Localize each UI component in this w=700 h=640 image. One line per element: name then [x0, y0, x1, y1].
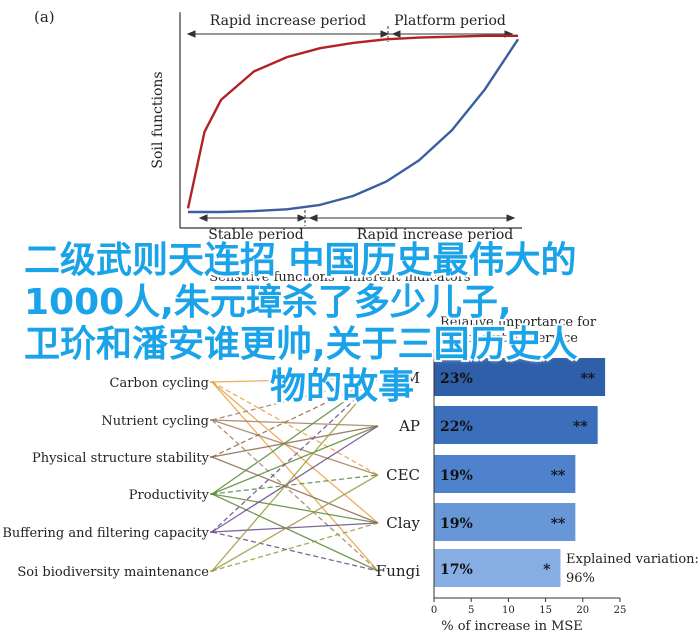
indicator-label: AP	[398, 417, 420, 435]
function-indicator-network	[210, 377, 379, 572]
bar-value-label: 22%	[440, 419, 473, 435]
network-link	[211, 419, 379, 572]
bar-ap	[434, 406, 598, 444]
bar-significance: **	[551, 468, 566, 484]
bar-fungi	[434, 549, 561, 587]
network-link	[211, 425, 379, 495]
network-link	[211, 425, 379, 533]
explained-variation-value: 96%	[566, 571, 595, 586]
function-label: Buffering and filtering capacity	[2, 526, 209, 541]
bar-value-label: 19%	[440, 468, 473, 484]
bar-som	[434, 358, 606, 396]
bar-tick-label: 20	[576, 605, 589, 616]
curve-1	[188, 38, 520, 214]
function-label: Nutrient cycling	[101, 414, 209, 429]
header-sensitive-functions: Sensitive functions	[209, 270, 334, 285]
panel-a-ylabel: Soil functions	[150, 71, 166, 168]
panel-a-label: (a)	[34, 8, 55, 26]
top-period-rapid: Rapid increase period	[210, 13, 366, 29]
indicator-label: Clay	[386, 514, 420, 532]
function-labels: Carbon cycling Nutrient cycling Physical s…	[2, 376, 209, 580]
network-link	[211, 474, 379, 572]
indicator-label: CEC	[386, 466, 420, 484]
function-label: Physical structure stability	[32, 451, 210, 466]
network-link	[211, 419, 379, 476]
network-link	[211, 456, 379, 524]
panel-a-curves	[186, 34, 520, 214]
header-relative-importance-2: ecosystem service	[458, 331, 578, 346]
network-link	[211, 377, 379, 572]
network-link	[211, 377, 379, 533]
bottom-period-rapid: Rapid increase period	[357, 227, 513, 243]
header-relative-importance-1: Relative importance for	[440, 315, 597, 330]
network-link	[211, 474, 379, 495]
bar-clay	[434, 503, 576, 541]
header-inherent-indicators: Inherent indicators	[343, 270, 470, 285]
bar-significance: **	[580, 371, 595, 387]
network-link	[211, 493, 379, 572]
network-link	[211, 493, 379, 524]
network-link	[211, 522, 379, 572]
top-period-platform: Platform period	[394, 13, 506, 29]
bar-value-label: 23%	[440, 371, 473, 387]
explained-variation-label: Explained variation:	[566, 552, 699, 567]
bottom-period-stable: Stable period	[208, 227, 304, 243]
bar-significance: **	[551, 516, 566, 532]
network-link	[211, 377, 379, 458]
bar-cec	[434, 455, 576, 493]
bottom-period-arrows	[198, 210, 516, 226]
importance-bars: 23% ** 22% ** 19% ** 19% ** 17% *	[434, 358, 606, 587]
network-link	[211, 419, 379, 427]
top-period-arrows	[186, 26, 514, 42]
bar-tick-label: 15	[539, 605, 552, 616]
bar-significance: *	[543, 562, 551, 578]
curve-0	[186, 34, 518, 209]
network-link	[211, 377, 379, 421]
network-link	[211, 381, 379, 524]
bar-xlabel: % of increase in MSE	[441, 619, 583, 634]
function-label: Soi biodiversity maintenance	[17, 565, 209, 580]
network-link	[211, 377, 379, 383]
bar-tick-label: 25	[614, 605, 627, 616]
bar-tick-label: 0	[431, 605, 437, 616]
function-label: Productivity	[129, 488, 210, 503]
bar-significance: **	[573, 419, 588, 435]
network-link	[211, 531, 379, 572]
network-link	[211, 377, 379, 495]
indicator-labels: SOM AP CEC Clay Fungi	[376, 369, 421, 580]
bar-value-label: 19%	[440, 516, 473, 532]
function-label: Carbon cycling	[110, 376, 209, 391]
network-link	[211, 522, 379, 533]
bar-tick-label: 10	[502, 605, 515, 616]
bar-tick-label: 5	[468, 605, 474, 616]
network-link	[211, 425, 379, 458]
bar-x-axis: 0 5 10 15 20 25	[431, 350, 627, 616]
panel-a-axes	[179, 12, 522, 229]
indicator-label: Fungi	[376, 562, 420, 580]
bar-value-label: 17%	[440, 562, 473, 578]
indicator-label: SOM	[382, 369, 420, 387]
